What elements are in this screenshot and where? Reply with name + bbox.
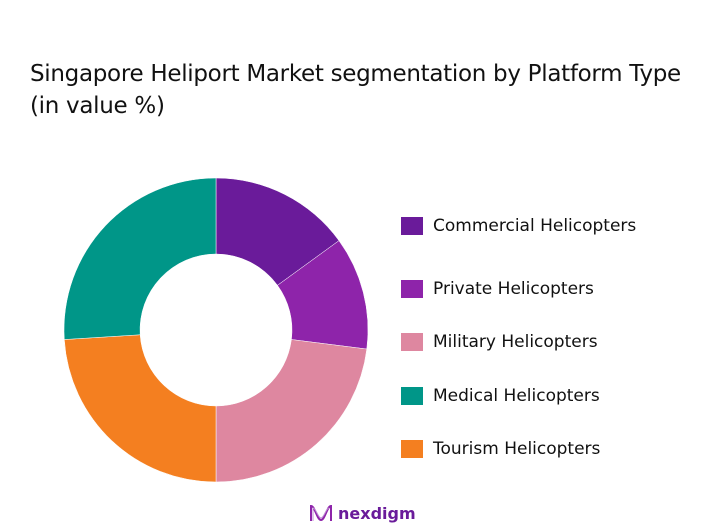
legend-swatch [401, 217, 423, 235]
donut-slice-tourism-helicopters [64, 334, 217, 483]
chart-title: Singapore Heliport Market segmentation b… [30, 61, 681, 119]
logo-mark-icon [310, 504, 332, 522]
legend-swatch [401, 333, 423, 351]
legend-label: Medical Helicopters [433, 386, 600, 406]
nexdigm-logo: nexdigm [309, 503, 416, 523]
legend-swatch [401, 440, 423, 458]
legend-swatch [401, 280, 423, 298]
legend-label: Military Helicopters [433, 332, 598, 352]
legend-label: Private Helicopters [433, 279, 594, 299]
legend-item-commercial: Commercial Helicopters [401, 216, 636, 236]
legend-item-private: Private Helicopters [401, 279, 594, 299]
legend-swatch [401, 387, 423, 405]
legend-label: Commercial Helicopters [433, 216, 637, 236]
legend-item-tourism: Tourism Helicopters [401, 439, 600, 459]
legend-item-medical: Medical Helicopters [401, 386, 600, 406]
legend-item-military: Military Helicopters [401, 332, 598, 352]
donut-slice-medical-helicopters [63, 177, 217, 340]
donut-slice-military-helicopters [215, 339, 368, 483]
legend-label: Tourism Helicopters [433, 439, 601, 459]
logo-text: nexdigm [338, 503, 416, 523]
